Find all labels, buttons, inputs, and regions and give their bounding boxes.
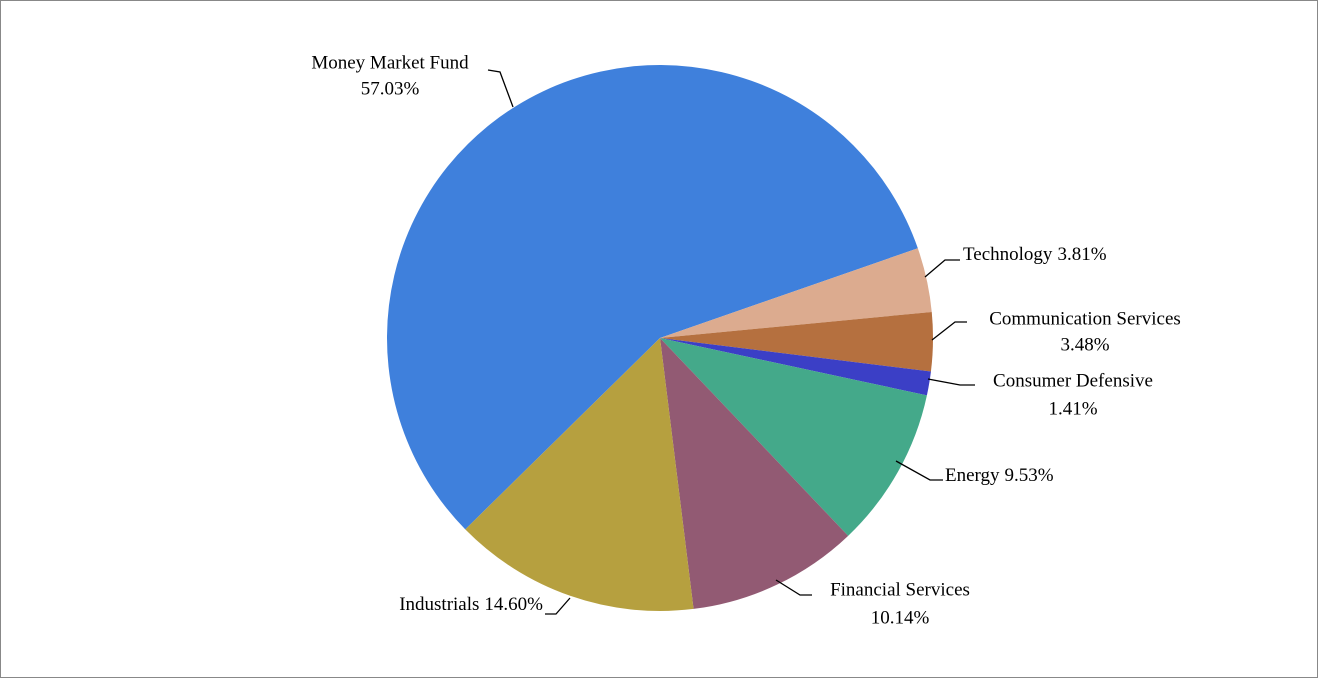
leader-line — [895, 460, 943, 481]
pie-slice — [660, 338, 927, 536]
pie-slice — [660, 311, 934, 372]
value-label: 57.03% — [361, 78, 420, 99]
value-label: 9.53% — [1005, 465, 1054, 486]
slice-label: Energy — [945, 465, 1000, 486]
slice-label: Communication Services — [989, 308, 1181, 329]
value-label: 3.81% — [1057, 244, 1106, 265]
pie-slice — [387, 64, 918, 530]
pie-slice — [660, 338, 931, 396]
slice-label: Money Market Fund — [311, 52, 469, 73]
pie-slice — [660, 338, 849, 609]
slice-label: Technology — [963, 244, 1053, 265]
value-label: 3.48% — [1060, 334, 1109, 355]
pie-slice — [465, 338, 694, 611]
slice-label: Industrials — [399, 594, 479, 615]
slice-label-line: Energy 9.53% — [945, 465, 1054, 486]
slice-label: Financial Services — [830, 579, 970, 600]
leader-line — [775, 579, 812, 596]
slice-label: Consumer Defensive — [993, 370, 1153, 391]
slice-label-line: Industrials 14.60% — [399, 594, 543, 615]
leader-line — [924, 259, 960, 278]
leader-line — [931, 321, 967, 341]
leader-line — [927, 378, 975, 386]
value-label: 14.60% — [484, 594, 543, 615]
leader-line — [545, 597, 571, 615]
pie-slice — [660, 248, 932, 338]
value-label: 10.14% — [871, 607, 930, 628]
value-label: 1.41% — [1048, 398, 1097, 419]
leader-line — [487, 69, 514, 108]
slice-label-line: Technology 3.81% — [963, 244, 1107, 265]
